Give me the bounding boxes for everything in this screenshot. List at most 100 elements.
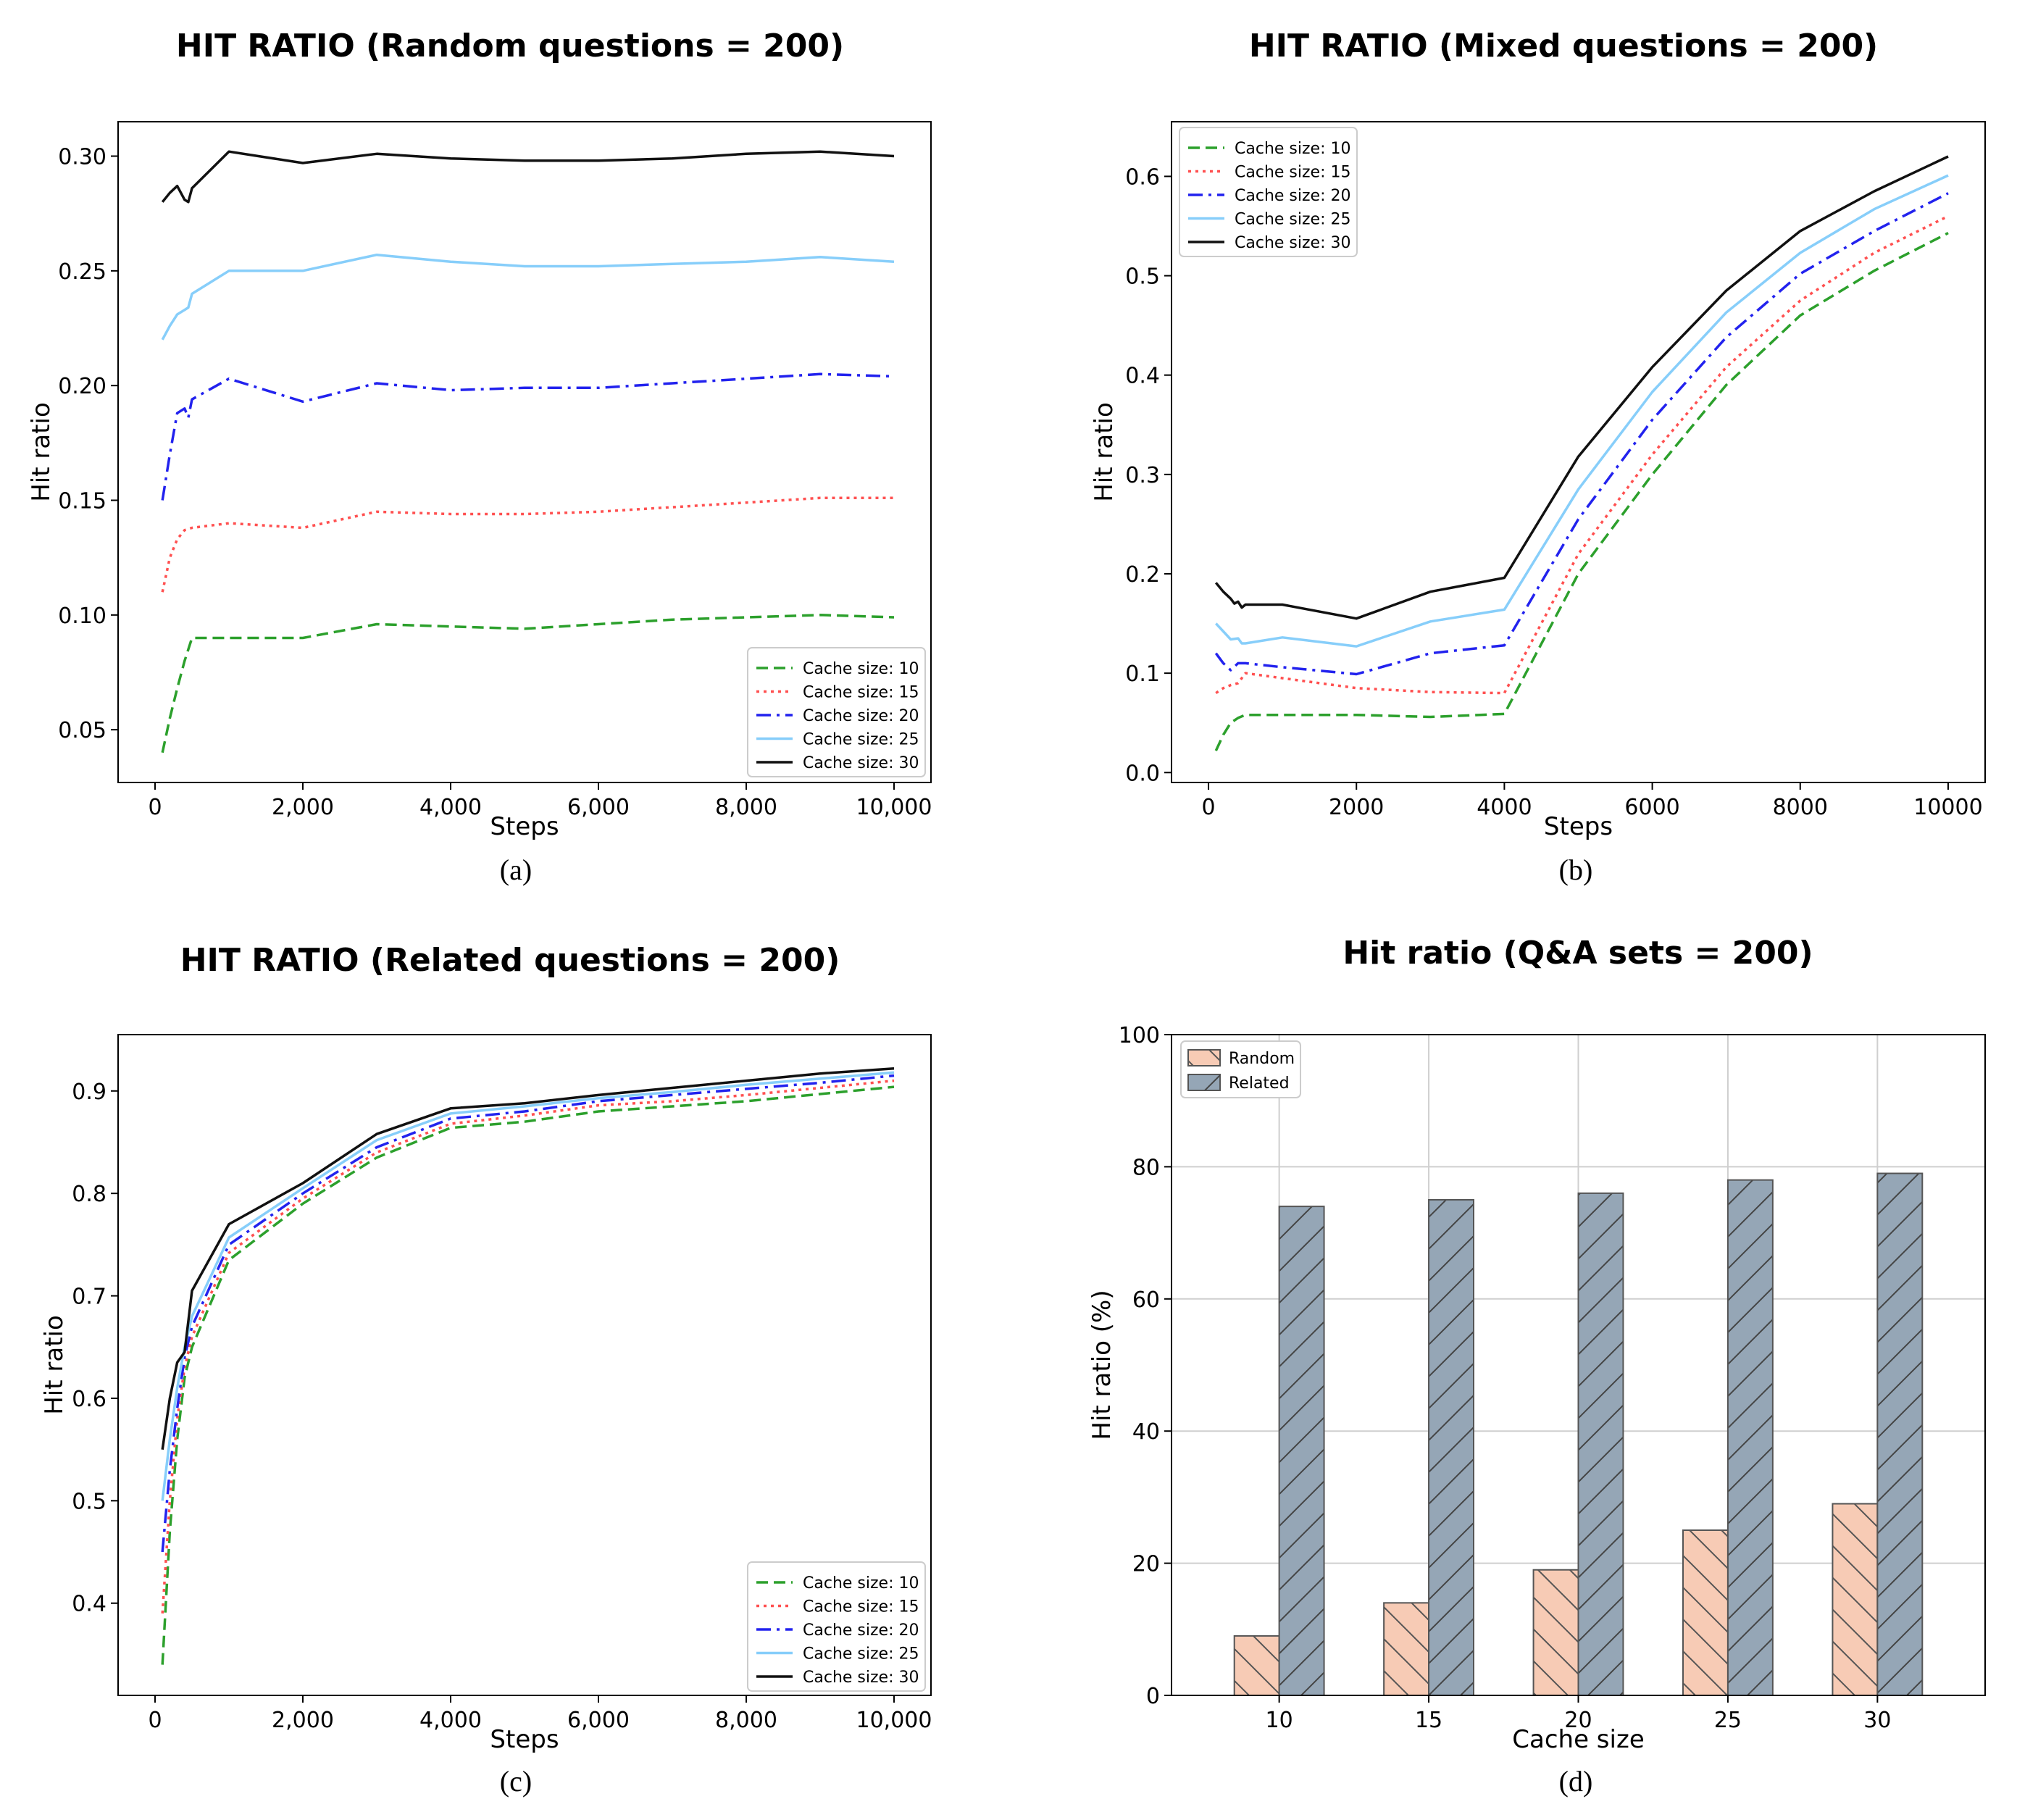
y-tick-label: 0.0 bbox=[1125, 761, 1160, 786]
legend-box bbox=[1179, 127, 1358, 257]
x-tick-label: 8,000 bbox=[715, 1708, 777, 1733]
plot-frame bbox=[117, 121, 932, 783]
series-line-20 bbox=[1214, 192, 1949, 676]
bar-hatch bbox=[1532, 1569, 1579, 1696]
legend-label: Cache size: 30 bbox=[1235, 234, 1350, 252]
panel-caption: (a) bbox=[500, 853, 532, 886]
y-tick-label: 0.6 bbox=[72, 1387, 107, 1412]
legend-label: Cache size: 20 bbox=[1235, 187, 1350, 205]
x-axis-label: Steps bbox=[1544, 812, 1613, 841]
legend-label: Cache size: 25 bbox=[803, 731, 919, 749]
y-tick-label: 0.7 bbox=[72, 1285, 107, 1310]
legend-swatch-hatch bbox=[1188, 1050, 1220, 1066]
legend-label: Cache size: 15 bbox=[803, 1598, 919, 1616]
legend-label: Cache size: 30 bbox=[803, 754, 919, 772]
series-line-10 bbox=[1214, 232, 1949, 751]
x-tick-label: 4,000 bbox=[419, 1708, 482, 1733]
x-tick-label: 8,000 bbox=[715, 795, 777, 820]
series-line-15 bbox=[161, 1079, 895, 1614]
series-line-10 bbox=[161, 1085, 895, 1665]
legend-label: Cache size: 30 bbox=[803, 1669, 919, 1687]
y-tick-label: 0.25 bbox=[58, 259, 107, 285]
y-axis-label: Hit ratio bbox=[1090, 402, 1119, 502]
y-tick-label: 0.5 bbox=[72, 1489, 107, 1514]
x-tick-label: 2000 bbox=[1329, 795, 1384, 820]
x-tick-label: 10 bbox=[1266, 1708, 1293, 1733]
y-axis-label: Hit ratio bbox=[40, 1315, 69, 1415]
x-tick-label: 6,000 bbox=[567, 1708, 630, 1733]
y-tick-label: 60 bbox=[1132, 1287, 1160, 1313]
panel-caption: (b) bbox=[1559, 853, 1593, 886]
panel-caption: (d) bbox=[1559, 1765, 1593, 1798]
x-axis-label: Cache size bbox=[1512, 1725, 1644, 1754]
y-tick-label: 80 bbox=[1132, 1155, 1160, 1180]
chart-title: HIT RATIO (Mixed questions = 200) bbox=[1249, 28, 1878, 64]
x-axis-label: Steps bbox=[490, 812, 559, 841]
plot-frame bbox=[117, 1034, 932, 1696]
chart-panel-1: HIT RATIO (Mixed questions = 200) 0 2000 40… bbox=[1090, 28, 1986, 886]
bar-hatch bbox=[1428, 1199, 1474, 1696]
x-tick-label: 0 bbox=[148, 795, 162, 820]
y-tick-label: 0.10 bbox=[58, 604, 107, 629]
legend: Cache size: 10 Cache size: 15 Cache size: … bbox=[747, 1561, 926, 1692]
chart-panel-2: HIT RATIO (Related questions = 200) 0 2,00… bbox=[40, 942, 932, 1798]
y-axis-label: Hit ratio (%) bbox=[1087, 1290, 1116, 1440]
y-tick-label: 0.3 bbox=[1125, 463, 1160, 488]
legend-label: Related bbox=[1229, 1074, 1290, 1093]
x-tick-label: 4,000 bbox=[419, 795, 482, 820]
x-axis-label: Steps bbox=[490, 1725, 559, 1754]
chart-title: HIT RATIO (Random questions = 200) bbox=[176, 28, 844, 64]
bar-hatch bbox=[1233, 1635, 1280, 1696]
legend: Cache size: 10 Cache size: 15 Cache size: … bbox=[1179, 127, 1358, 257]
y-tick-label: 0 bbox=[1146, 1684, 1160, 1709]
legend-label: Cache size: 20 bbox=[803, 1621, 919, 1640]
bar-hatch bbox=[1278, 1206, 1325, 1696]
y-tick-label: 0.4 bbox=[1125, 364, 1160, 389]
legend: Random Related bbox=[1180, 1040, 1301, 1098]
bar-hatch bbox=[1577, 1192, 1624, 1696]
x-tick-label: 10,000 bbox=[856, 795, 932, 820]
series-line-20 bbox=[161, 1074, 895, 1553]
x-tick-label: 6,000 bbox=[567, 795, 630, 820]
legend-box bbox=[747, 1561, 926, 1692]
x-tick-label: 2,000 bbox=[272, 795, 334, 820]
y-tick-label: 0.5 bbox=[1125, 264, 1160, 290]
series-line-15 bbox=[161, 496, 894, 593]
y-tick-label: 0.15 bbox=[58, 489, 107, 514]
bar-hatch bbox=[1682, 1529, 1729, 1696]
x-tick-label: 10000 bbox=[1913, 795, 1982, 820]
y-tick-label: 0.05 bbox=[58, 718, 107, 743]
bar-hatch bbox=[1876, 1172, 1924, 1696]
series-line-25 bbox=[1215, 174, 1949, 648]
x-tick-label: 0 bbox=[148, 1708, 162, 1733]
x-tick-label: 10,000 bbox=[856, 1708, 932, 1733]
series-line-25 bbox=[161, 1071, 895, 1501]
y-tick-label: 0.9 bbox=[72, 1080, 107, 1105]
legend-label: Cache size: 20 bbox=[803, 707, 919, 725]
series-line-25 bbox=[161, 253, 895, 341]
x-tick-label: 0 bbox=[1201, 795, 1215, 820]
y-tick-label: 20 bbox=[1132, 1552, 1160, 1577]
chart-panel-3: Hit ratio (Q&A sets = 200) 10 15 20 25 30 0 20 4… bbox=[1087, 935, 1986, 1798]
x-tick-label: 2,000 bbox=[272, 1708, 334, 1733]
legend-label: Cache size: 10 bbox=[803, 660, 919, 678]
x-tick-label: 25 bbox=[1714, 1708, 1742, 1733]
legend-box bbox=[747, 647, 926, 777]
series-line-15 bbox=[1215, 214, 1949, 695]
x-tick-label: 4000 bbox=[1477, 795, 1532, 820]
y-tick-label: 0.20 bbox=[58, 374, 107, 399]
legend-label: Cache size: 15 bbox=[803, 684, 919, 702]
chart-title: HIT RATIO (Related questions = 200) bbox=[180, 942, 840, 979]
x-tick-label: 20 bbox=[1564, 1708, 1592, 1733]
y-tick-label: 0.30 bbox=[58, 145, 107, 170]
y-tick-label: 0.4 bbox=[72, 1592, 107, 1617]
y-tick-label: 0.1 bbox=[1125, 661, 1160, 687]
x-tick-label: 6000 bbox=[1624, 795, 1679, 820]
chart-title: Hit ratio (Q&A sets = 200) bbox=[1342, 935, 1813, 972]
x-tick-label: 15 bbox=[1415, 1708, 1442, 1733]
legend-label: Cache size: 25 bbox=[1235, 211, 1350, 229]
series-line-30 bbox=[161, 150, 895, 204]
bar-hatch bbox=[1726, 1179, 1774, 1696]
plot-frame bbox=[1171, 121, 1986, 783]
